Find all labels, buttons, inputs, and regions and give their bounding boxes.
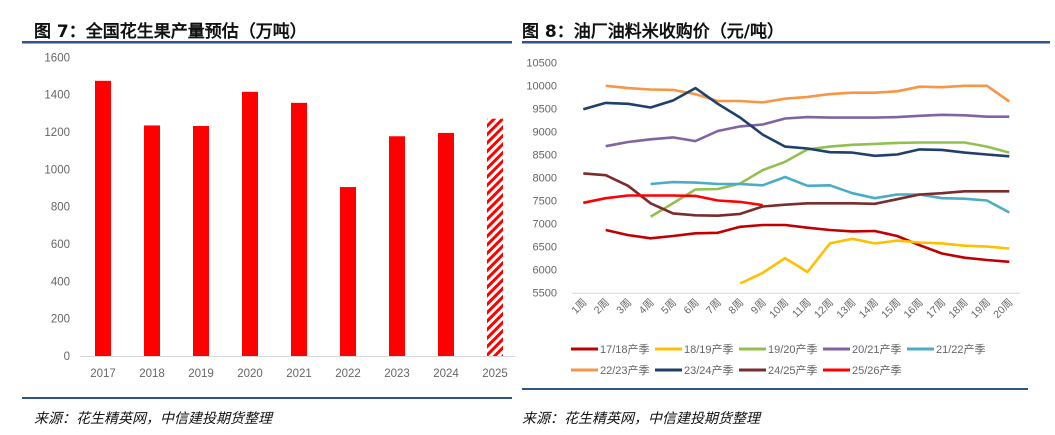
x-tick-label: 17周 [924,297,948,321]
x-tick-label: 2023 [384,368,410,380]
x-tick-label: 2020 [237,368,263,380]
y-tick-label: 1000 [44,164,70,176]
bar-2024 [438,132,454,356]
y-tick-label: 5500 [533,288,557,300]
bar-2017 [95,80,111,356]
x-tick-label: 2周 [592,297,612,317]
y-tick-label: 8000 [533,173,557,185]
x-tick-label: 19周 [969,297,993,321]
x-tick-label: 2021 [286,368,312,380]
y-tick-label: 200 [51,314,70,326]
y-tick-label: 6000 [533,265,557,277]
bar-2025 [487,118,503,356]
legend-label: 19/20产季 [768,342,818,356]
bar-2020 [242,91,258,356]
x-tick-label: 18周 [946,297,970,321]
series-line-17/18产季 [605,223,1010,264]
right-bottom-divider [522,388,1028,390]
legend-label: 24/25产季 [768,363,818,377]
legend-label: 17/18产季 [600,342,650,356]
x-tick-label: 6周 [681,297,701,317]
x-tick-label: 2022 [335,368,361,380]
line-chart-title: 图 8：油厂油料米收购价（元/吨） [522,22,784,42]
y-tick-label: 400 [51,276,70,288]
legend-label: 25/26产季 [852,363,902,377]
bar-2021 [291,102,307,357]
x-tick-label: 2019 [188,368,214,380]
y-tick-label: 0 [64,351,70,363]
y-tick-label: 9000 [533,126,557,138]
series-line-22/23产季 [605,84,1011,104]
y-tick-label: 7000 [533,219,557,231]
y-tick-label: 6500 [533,242,557,254]
left-bottom-divider [22,397,512,399]
bar-2022 [340,187,356,356]
legend-label: 21/22产季 [936,342,986,356]
x-tick-label: 4周 [637,297,657,317]
series-line-24/25产季 [583,172,1010,217]
bar-2018 [144,125,160,356]
x-tick-label: 2025 [482,368,508,380]
y-tick-label: 1400 [44,90,70,102]
right-title-divider [522,41,1050,44]
x-tick-label: 5周 [659,297,679,317]
series-line-18/19产季 [739,237,1010,285]
y-tick-label: 7500 [533,196,557,208]
x-tick-label: 10周 [767,297,791,321]
x-tick-label: 8周 [726,297,746,317]
series-line-20/21产季 [605,113,1010,148]
x-tick-label: 3周 [614,297,634,317]
left-title-divider [22,41,512,44]
x-tick-label: 16周 [902,297,926,321]
y-tick-label: 8500 [533,149,557,161]
legend-label: 18/19产季 [684,342,734,356]
legend-label: 22/23产季 [600,363,650,377]
x-tick-label: 13周 [834,297,858,321]
series-line-25/26产季 [583,194,763,207]
series-line-23/24产季 [582,86,1010,158]
x-tick-label: 1周 [569,297,589,317]
x-tick-label: 14周 [857,297,881,321]
y-tick-label: 1200 [44,127,70,139]
y-tick-label: 1600 [44,52,70,64]
x-tick-label: 2024 [433,368,459,380]
y-tick-label: 800 [51,202,70,214]
x-tick-label: 15周 [879,297,903,321]
bar-2019 [193,126,209,356]
y-tick-label: 10000 [526,80,557,92]
x-tick-label: 11周 [790,297,814,321]
legend-label: 23/24产季 [684,363,734,377]
x-tick-label: 2017 [90,368,116,380]
x-tick-label: 20周 [991,297,1015,321]
x-tick-label: 12周 [812,297,836,321]
legend-label: 20/21产季 [852,342,902,356]
y-tick-label: 9500 [533,103,557,115]
x-tick-label: 7周 [704,297,724,317]
y-tick-label: 600 [51,239,70,251]
bar-chart-source: 来源：花生精英网，中信建投期货整理 [34,411,272,427]
x-tick-label: 2018 [139,368,165,380]
series-line-21/22产季 [650,175,1010,214]
bar-chart-title: 图 7：全国花生果产量预估（万吨） [34,22,307,42]
bar-2023 [389,136,405,356]
line-chart-source: 来源：花生精英网，中信建投期货整理 [522,411,760,427]
series-line-19/20产季 [649,141,1010,218]
x-tick-label: 9周 [749,297,769,317]
y-tick-label: 10500 [526,57,557,69]
